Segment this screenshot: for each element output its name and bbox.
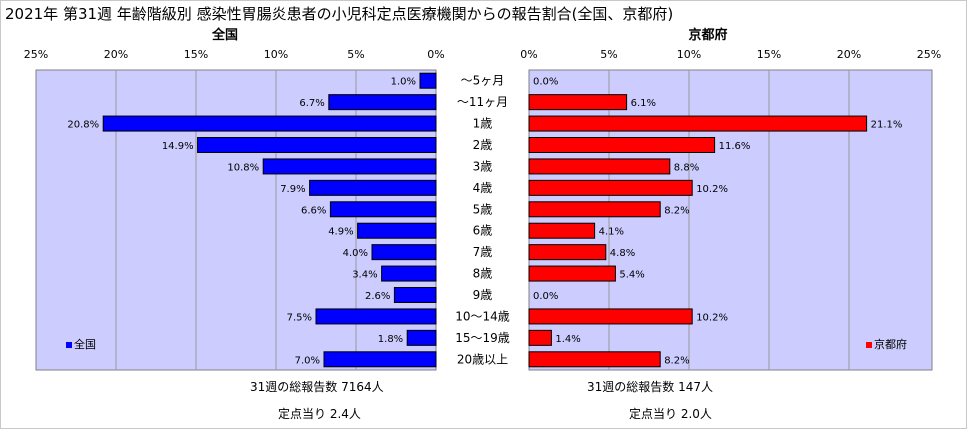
data-label-kyoto: 21.1% <box>871 120 903 131</box>
category-label: ～11ヶ月 <box>457 95 508 109</box>
data-label-kyoto: 8.2% <box>664 355 689 366</box>
data-label-national: 20.8% <box>67 120 99 131</box>
data-label-national: 6.7% <box>299 98 324 109</box>
data-label-national: 6.6% <box>301 205 326 216</box>
left-plot-area <box>35 69 437 371</box>
left-total-reports: 31週の総報告数 7164人 <box>250 379 384 394</box>
right-panel-title: 京都府 <box>688 27 727 43</box>
data-label-kyoto: 10.2% <box>696 312 728 323</box>
data-label-national: 1.8% <box>378 334 403 345</box>
x-tick-label-right: 10% <box>677 48 701 61</box>
bar-kyoto <box>528 265 616 282</box>
right-total-reports: 31週の総報告数 147人 <box>587 379 713 394</box>
data-label-national: 4.0% <box>343 248 368 259</box>
data-label-national: 7.9% <box>280 184 305 195</box>
x-tick-label-right: 5% <box>600 48 617 61</box>
category-label: 15～19歳 <box>455 331 510 345</box>
category-label: 2歳 <box>473 138 493 152</box>
right-plot-area <box>528 69 933 371</box>
bar-kyoto <box>528 201 661 218</box>
data-label-kyoto: 8.2% <box>664 205 689 216</box>
data-label-national: 10.8% <box>227 162 259 173</box>
data-label-kyoto: 11.6% <box>719 141 751 152</box>
bar-national <box>406 329 437 346</box>
data-label-national: 2.6% <box>365 291 390 302</box>
category-label: 9歳 <box>473 288 493 302</box>
bar-kyoto <box>528 329 552 346</box>
x-tick-label-left: 25% <box>24 48 48 61</box>
data-label-kyoto: 4.1% <box>599 227 624 238</box>
bar-national <box>309 179 437 196</box>
data-label-national: 7.5% <box>287 312 312 323</box>
bar-kyoto <box>528 244 607 261</box>
data-label-national: 14.9% <box>162 141 194 152</box>
category-label: ～5ヶ月 <box>461 74 505 88</box>
bar-national <box>419 72 437 89</box>
data-label-national: 1.0% <box>391 77 416 88</box>
bar-national <box>315 308 437 325</box>
right-per-site: 定点当り 2.0人 <box>629 406 712 421</box>
x-tick-label-right: 25% <box>917 48 941 61</box>
category-label: 1歳 <box>473 117 493 131</box>
left-panel-title: 全国 <box>211 27 238 43</box>
x-tick-label-right: 20% <box>837 48 861 61</box>
x-tick-label-right: 0% <box>520 48 537 61</box>
x-tick-label-right: 15% <box>757 48 781 61</box>
bar-national <box>197 137 437 153</box>
data-label-kyoto: 8.8% <box>674 162 699 173</box>
chart-title: 2021年 第31週 年齢階級別 感染性胃腸炎患者の小児科定点医療機関からの報告… <box>5 5 673 23</box>
legend-swatch-national <box>66 342 72 348</box>
category-label: 4歳 <box>473 181 493 195</box>
legend-swatch-kyoto <box>866 342 872 348</box>
bar-kyoto <box>528 222 596 239</box>
data-label-national: 4.9% <box>328 227 353 238</box>
bar-national <box>323 351 437 368</box>
x-tick-label-left: 15% <box>184 48 208 61</box>
category-label: 7歳 <box>473 245 493 259</box>
category-label: 6歳 <box>473 224 493 238</box>
category-label: 5歳 <box>473 202 493 216</box>
bar-kyoto <box>528 179 693 196</box>
data-label-kyoto: 1.4% <box>555 334 580 345</box>
x-tick-label-left: 10% <box>264 48 288 61</box>
x-tick-label-left: 20% <box>104 48 128 61</box>
bar-kyoto <box>528 115 868 132</box>
bar-national <box>329 201 437 218</box>
data-label-kyoto: 10.2% <box>696 184 728 195</box>
bar-national <box>393 287 437 303</box>
category-label: 10～14歳 <box>455 309 510 323</box>
bar-national <box>381 265 437 282</box>
bar-kyoto <box>528 94 628 111</box>
x-tick-label-left: 5% <box>347 48 364 61</box>
data-label-kyoto: 0.0% <box>533 77 558 88</box>
data-label-national: 3.4% <box>352 270 377 281</box>
left-per-site: 定点当り 2.4人 <box>278 406 361 421</box>
category-label: 20歳以上 <box>457 352 508 366</box>
legend-label-national: 全国 <box>74 337 96 351</box>
category-label: 3歳 <box>473 159 493 173</box>
data-label-kyoto: 0.0% <box>533 291 558 302</box>
bar-national <box>102 115 437 132</box>
category-label: 8歳 <box>473 267 493 281</box>
x-tick-label-left: 0% <box>427 48 444 61</box>
bar-kyoto <box>528 158 671 175</box>
bar-kyoto <box>528 137 716 153</box>
bar-kyoto <box>528 308 693 325</box>
data-label-national: 7.0% <box>295 355 320 366</box>
bar-national <box>328 94 437 111</box>
legend-label-kyoto: 京都府 <box>874 337 907 351</box>
bar-national <box>357 222 437 239</box>
data-label-kyoto: 4.8% <box>610 248 635 259</box>
bar-national <box>262 158 437 175</box>
data-label-kyoto: 5.4% <box>619 270 644 281</box>
data-label-kyoto: 6.1% <box>631 98 656 109</box>
bar-national <box>371 244 437 261</box>
bar-kyoto <box>528 351 661 368</box>
